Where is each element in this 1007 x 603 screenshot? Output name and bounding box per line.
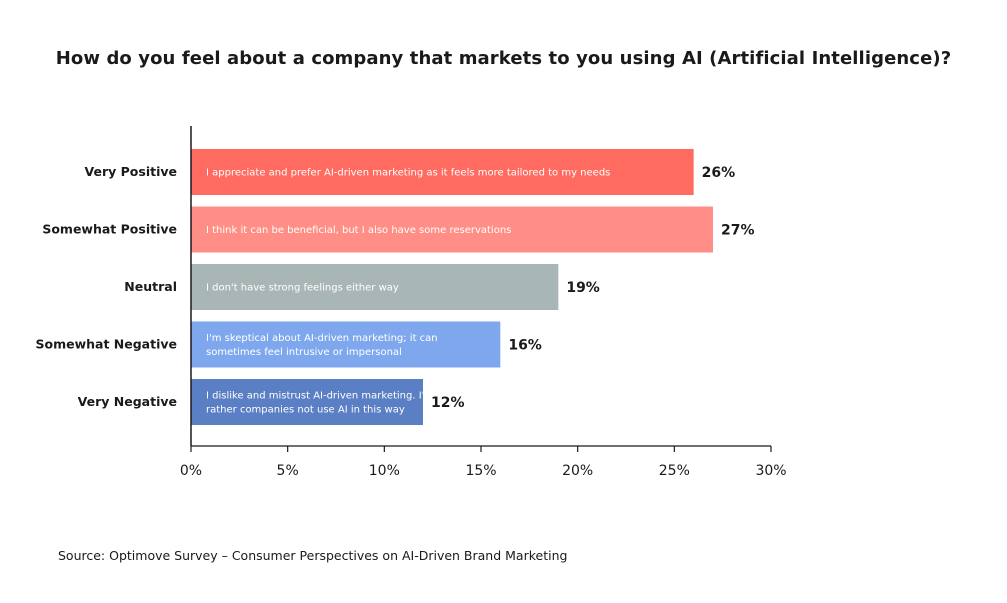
bar	[191, 206, 713, 253]
value-label: 16%	[508, 338, 542, 354]
source-note: Source: Optimove Survey – Consumer Persp…	[58, 548, 568, 563]
x-tick-label: 5%	[277, 463, 299, 479]
category-label: Very Negative	[78, 394, 177, 409]
value-label: 26%	[702, 165, 736, 181]
chart-title: How do you feel about a company that mar…	[55, 48, 952, 69]
bar-annotation: I dislike and mistrust AI-driven marketi…	[206, 391, 431, 402]
x-tick-label: 30%	[755, 463, 786, 479]
bar-annotation: rather companies not use AI in this way	[206, 405, 405, 416]
category-label: Somewhat Positive	[42, 222, 177, 237]
x-tick-label: 10%	[369, 463, 400, 479]
value-label: 27%	[721, 223, 755, 239]
bar	[191, 264, 559, 310]
bar-annotation: I appreciate and prefer AI-driven market…	[206, 168, 610, 179]
x-tick-label: 20%	[562, 463, 593, 479]
value-label: 12%	[431, 395, 465, 411]
category-label: Very Positive	[85, 164, 178, 179]
x-tick-label: 0%	[180, 463, 202, 479]
value-label: 19%	[566, 280, 600, 296]
x-tick-label: 15%	[465, 463, 496, 479]
x-tick-label: 25%	[659, 463, 690, 479]
category-label: Neutral	[124, 279, 177, 294]
bar	[191, 149, 694, 195]
bar-annotation: I think it can be beneficial, but I also…	[206, 225, 511, 236]
bar	[191, 379, 423, 425]
bar	[191, 321, 501, 368]
bar-annotation: I'm skeptical about AI-driven marketing;…	[206, 333, 438, 344]
bar-annotation: I don't have strong feelings either way	[206, 283, 399, 294]
bar-annotation: sometimes feel intrusive or impersonal	[206, 347, 402, 358]
category-label: Somewhat Negative	[35, 337, 177, 352]
